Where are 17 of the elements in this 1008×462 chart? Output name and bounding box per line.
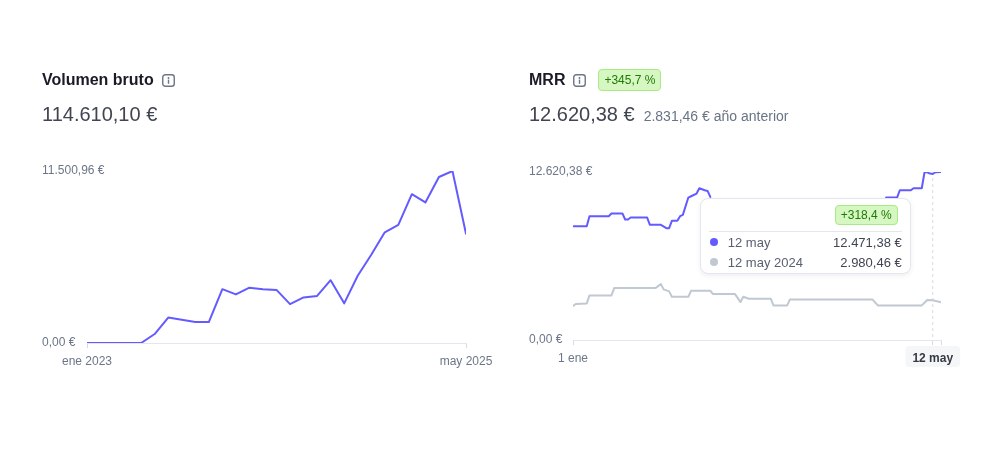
chart-title: MRR <box>529 71 566 89</box>
text: 2.831,46 € año anterior <box>643 108 789 124</box>
chart-subtitle: 114.610,10 € <box>42 103 158 126</box>
annotation: +318,4 % <box>834 205 898 225</box>
annotation: 12 may 2024 <box>727 254 804 270</box>
text: +345,7 % <box>598 69 662 91</box>
annotation: 12.471,38 € <box>833 234 902 250</box>
chart-title: Volumen bruto <box>42 71 154 89</box>
annotation: 12 may <box>727 234 772 250</box>
x-tick-label: ene 2023 <box>61 353 113 368</box>
annotation: 2.980,46 € <box>840 254 902 270</box>
x-tick-label: 12 may <box>912 350 954 365</box>
x-tick-label: may 2025 <box>439 353 493 368</box>
y-tick-label: 11.500,96 € <box>42 163 105 178</box>
x-tick-label: 1 ene <box>557 350 589 365</box>
y-tick-label: 0,00 € <box>529 332 563 347</box>
y-tick-label: 0,00 € <box>42 335 76 350</box>
